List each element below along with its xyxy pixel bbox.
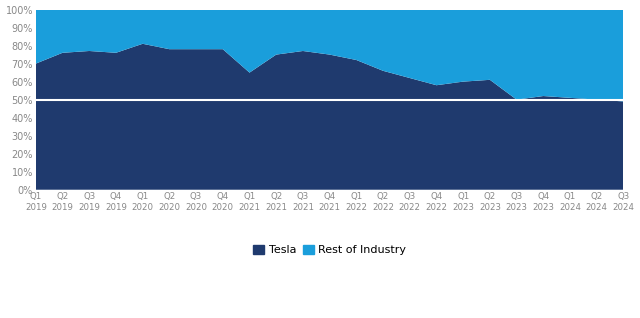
Legend: Tesla, Rest of Industry: Tesla, Rest of Industry: [248, 241, 411, 260]
